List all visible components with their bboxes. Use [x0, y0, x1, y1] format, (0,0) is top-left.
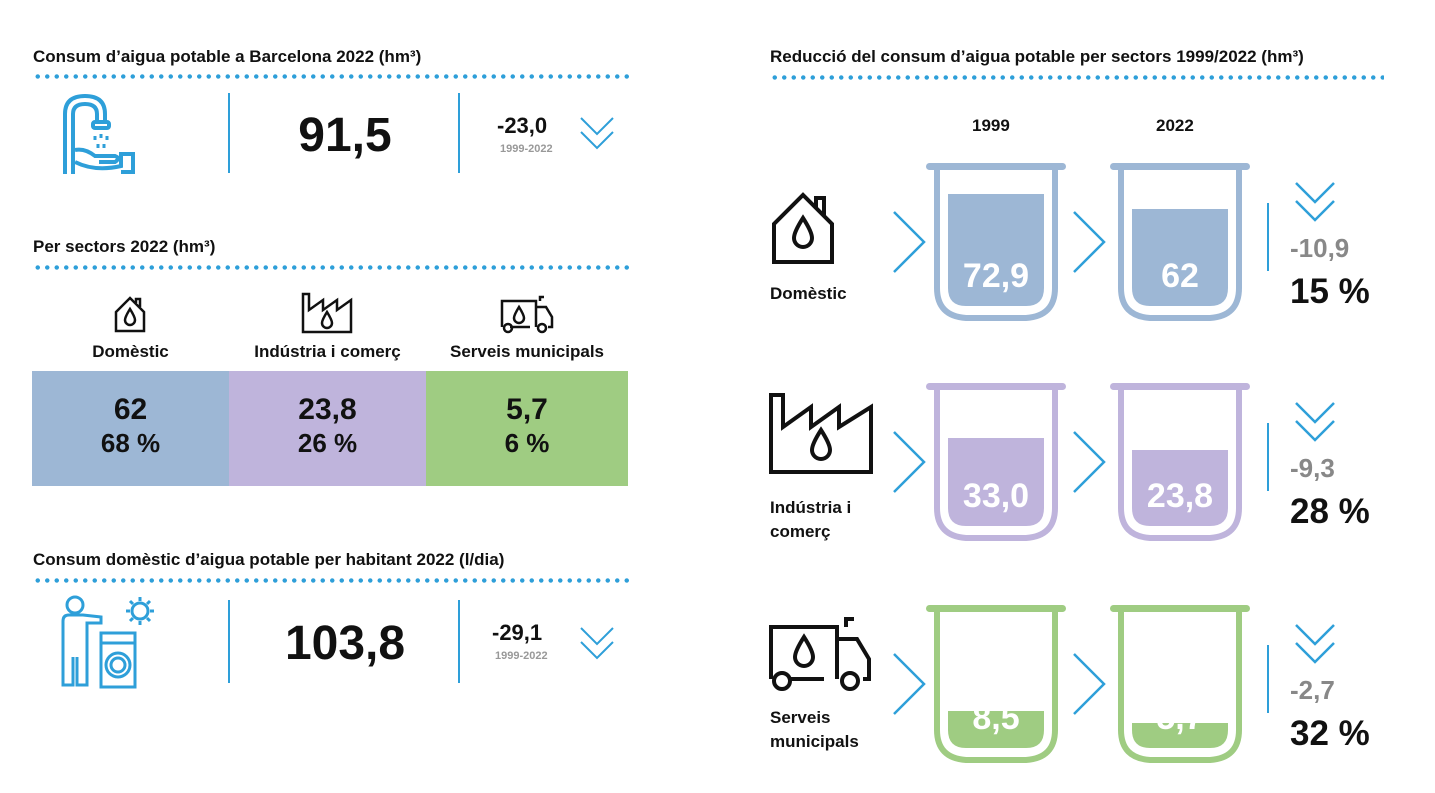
divider — [1267, 203, 1269, 271]
chevron-right-icon — [1073, 211, 1106, 273]
factory-drop-icon — [769, 393, 873, 474]
divider — [228, 93, 230, 173]
factory-drop-icon — [301, 292, 353, 334]
divider — [33, 265, 629, 270]
per-capita-years: 1999-2022 — [495, 650, 548, 662]
row-percent: 32 % — [1290, 714, 1370, 753]
per-capita-delta: -29,1 — [492, 620, 543, 645]
double-chevron-down-icon — [1295, 182, 1335, 222]
sector-value: 62 — [113, 393, 148, 426]
beaker-fill — [948, 194, 1044, 306]
sector-box-domestic: 62 68 % — [32, 371, 229, 486]
sector-label-domestic: Domèstic — [92, 342, 169, 361]
chevron-right-icon — [893, 653, 926, 715]
sector-percent: 6 % — [504, 428, 550, 458]
divider — [33, 74, 629, 79]
divider — [1267, 423, 1269, 491]
year-2022: 2022 — [1156, 116, 1194, 135]
double-chevron-down-icon — [580, 117, 614, 150]
beaker-1999 — [926, 163, 1066, 321]
sector-label-industry: Indústria i comerç — [254, 342, 401, 361]
double-chevron-down-icon — [1295, 402, 1335, 442]
beaker-value-1999: 33,0 — [962, 477, 1030, 515]
beaker-value-2022: 62 — [1161, 257, 1199, 295]
sector-percent: 26 % — [297, 428, 358, 458]
sector-value: 23,8 — [298, 393, 357, 426]
sector-percent: 68 % — [100, 428, 161, 458]
total-years: 1999-2022 — [500, 143, 553, 155]
beaker-fill — [1132, 450, 1228, 526]
beaker-fill — [1132, 209, 1228, 306]
chevron-right-icon — [893, 211, 926, 273]
tap-hand-icon — [63, 93, 135, 174]
row-delta: -10,9 — [1290, 233, 1350, 263]
row-label: Indústria i comerç — [770, 498, 852, 541]
row-percent: 28 % — [1290, 492, 1370, 531]
beaker-value-1999: 72,9 — [962, 257, 1030, 295]
reduction-title: Reducció del consum d’aigua potable per … — [770, 47, 1304, 66]
chevron-right-icon — [1073, 431, 1106, 493]
chevron-right-icon — [1073, 653, 1106, 715]
beaker-2022 — [1110, 605, 1250, 763]
truck-drop-icon — [769, 617, 871, 691]
house-drop-icon — [114, 296, 146, 333]
sector-box-municipal: 5,7 6 % — [426, 371, 628, 486]
beaker-value-2022: 23,8 — [1146, 477, 1214, 515]
beaker-2022 — [1110, 383, 1250, 541]
row-label: Domèstic — [770, 284, 847, 303]
double-chevron-down-icon — [580, 627, 614, 660]
total-value: 91,5 — [298, 109, 392, 162]
row-label: Serveis municipals — [770, 708, 859, 751]
house-drop-icon — [772, 192, 834, 264]
beaker-value-2022: 5,7 — [1156, 699, 1204, 737]
sector-value: 5,7 — [506, 393, 548, 426]
chevron-right-icon — [893, 431, 926, 493]
truck-drop-icon — [500, 295, 554, 334]
total-title: Consum d’aigua potable a Barcelona 2022 … — [33, 47, 422, 66]
beaker-2022 — [1110, 163, 1250, 321]
beaker-1999 — [926, 383, 1066, 541]
row-percent: 15 % — [1290, 272, 1370, 311]
row-delta: -2,7 — [1290, 675, 1335, 705]
row-delta: -9,3 — [1290, 453, 1335, 483]
person-washer-icon — [61, 595, 154, 689]
beaker-value-1999: 8,5 — [972, 699, 1020, 737]
total-delta: -23,0 — [497, 113, 548, 138]
beaker-fill — [1132, 723, 1228, 748]
beaker-fill — [948, 438, 1044, 526]
sectors-title: Per sectors 2022 (hm³) — [33, 237, 216, 256]
year-1999: 1999 — [972, 116, 1010, 135]
divider — [228, 600, 230, 683]
divider — [1267, 645, 1269, 713]
per-capita-value: 103,8 — [284, 617, 406, 670]
beaker-1999 — [926, 605, 1066, 763]
double-chevron-down-icon — [1295, 624, 1335, 664]
divider — [770, 75, 1384, 80]
beaker-fill — [948, 711, 1044, 748]
sector-box-industry: 23,8 26 % — [229, 371, 426, 486]
divider — [33, 578, 629, 583]
per-capita-title: Consum domèstic d’aigua potable per habi… — [33, 550, 505, 569]
divider — [458, 600, 460, 683]
divider — [458, 93, 460, 173]
sector-label-municipal: Serveis municipals — [449, 342, 605, 361]
